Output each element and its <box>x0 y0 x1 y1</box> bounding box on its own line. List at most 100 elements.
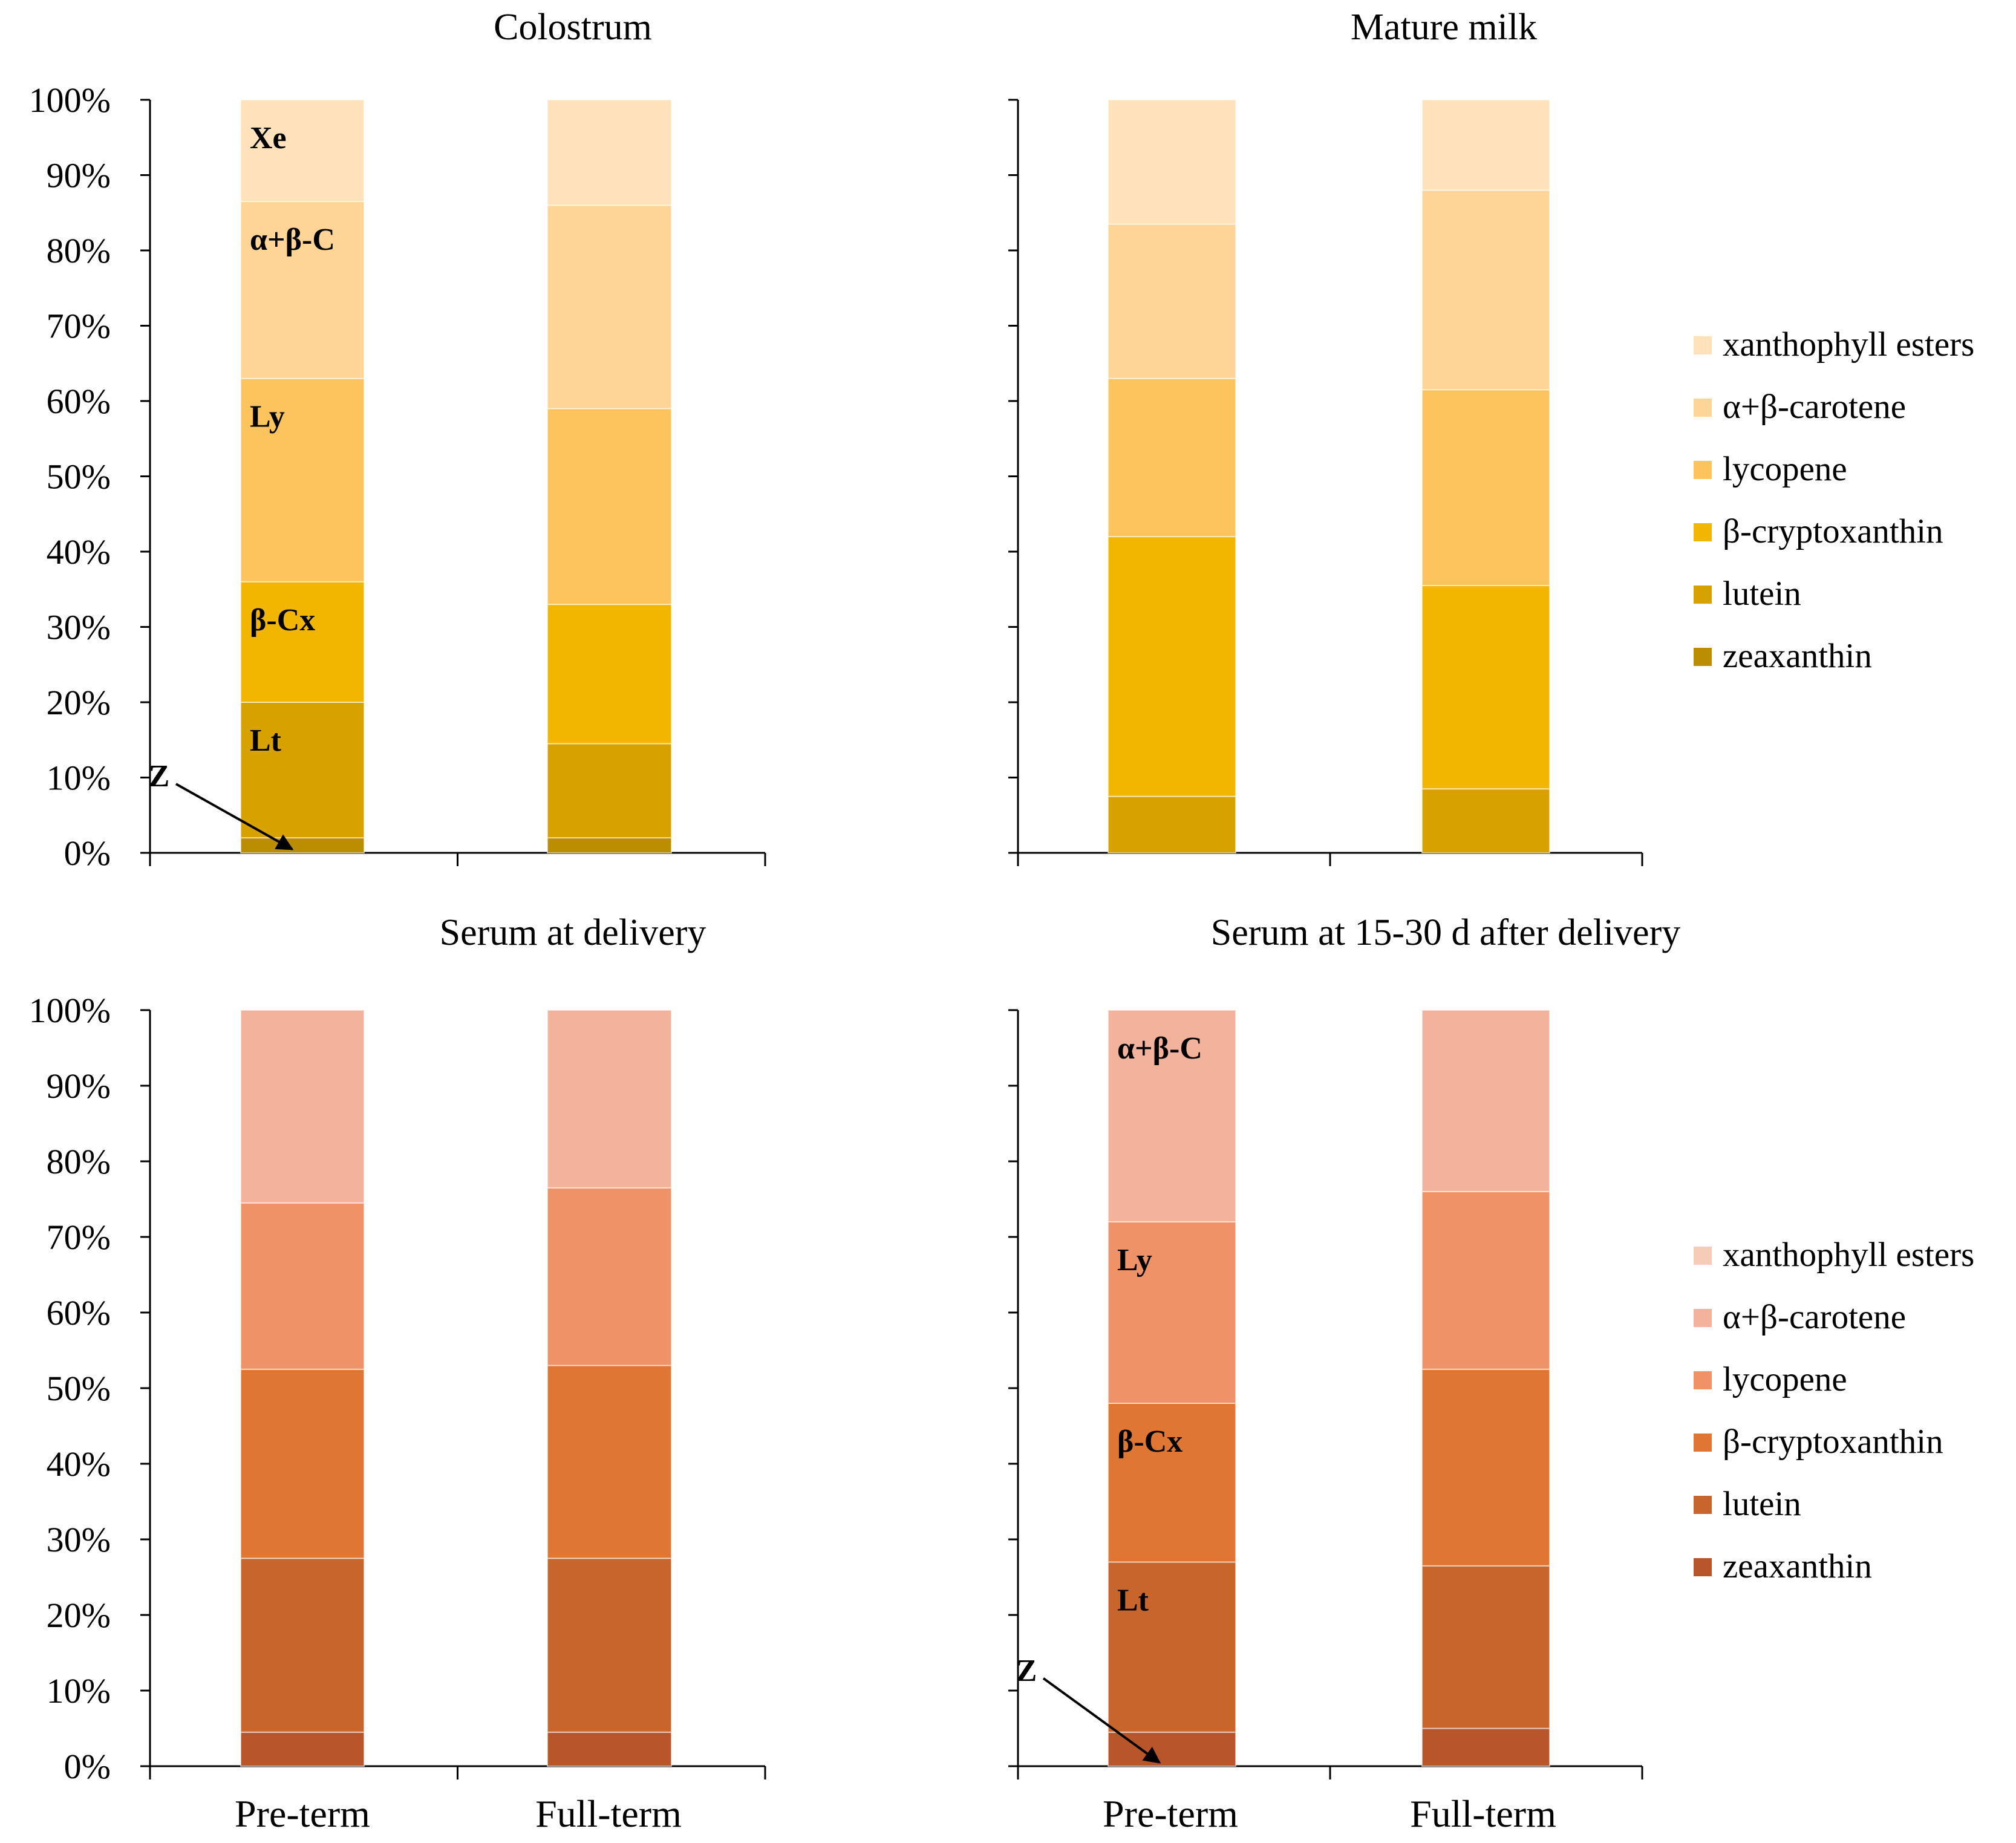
y-tick-label: 60% <box>47 1293 111 1333</box>
category-label-preterm: Pre-term <box>235 1792 370 1835</box>
bar-segment-lutein-pre-term <box>1107 795 1236 853</box>
annotation-label-beta-cryptoxanthin: β-Cx <box>1117 1424 1183 1459</box>
chart-panel-mature-milk <box>1008 99 1643 866</box>
annotation-label-lycopene: Ly <box>1117 1243 1152 1277</box>
legend-serum: xanthophyll esters α+β-carotene lycopene β-… <box>1694 1236 1974 1585</box>
panel-title-serum-15-30d: Serum at 15-30 d after delivery <box>1211 912 1680 953</box>
bar-segment-xanthophyll-esters-pre-term <box>1107 99 1236 225</box>
bar-segment-beta-cryptoxanthin-pre-term <box>240 581 365 703</box>
bar-segment-beta-cryptoxanthin-full-term <box>547 1365 672 1559</box>
bar-segment-lutein-pre-term <box>1107 1561 1236 1733</box>
annotation-label-lutein: Lt <box>250 723 282 758</box>
y-tick-label: 70% <box>47 307 111 346</box>
y-tick-label: 30% <box>47 1520 111 1559</box>
legend-label-alpha-beta-carotene: α+β-carotene <box>1723 388 1906 426</box>
bar-segment-lycopene-full-term <box>1421 389 1550 587</box>
category-label-fullterm: Full-term <box>1410 1792 1556 1835</box>
bar-segment-alpha-beta-carotene-pre-term <box>1107 223 1236 379</box>
bar-segment-alpha-beta-carotene-pre-term <box>1107 1010 1236 1222</box>
legend-swatch-lycopene <box>1694 461 1712 479</box>
annotation-label-alpha-beta-carotene: α+β-C <box>1117 1031 1202 1066</box>
bar-segment-lutein-pre-term <box>240 702 365 839</box>
legend-swatch-xanthophyll-esters <box>1694 1247 1712 1265</box>
y-tick-label: 90% <box>47 156 111 195</box>
y-tick-label: 20% <box>47 683 111 722</box>
legend-swatch-beta-cryptoxanthin <box>1694 1434 1712 1452</box>
legend-swatch-beta-cryptoxanthin <box>1694 523 1712 541</box>
annotation-arrow <box>1042 1677 1161 1764</box>
bar-segment-alpha-beta-carotene-full-term <box>547 204 672 409</box>
y-tick-label: 100% <box>29 991 111 1030</box>
y-tick-label: 0% <box>64 833 111 873</box>
bar-segment-alpha-beta-carotene-pre-term <box>240 1010 365 1204</box>
annotation-label-lycopene: Ly <box>250 400 285 434</box>
legend-label-xanthophyll-esters: xanthophyll esters <box>1723 325 1974 364</box>
y-tick-label: 40% <box>47 1444 111 1484</box>
legend-label-lutein: lutein <box>1723 1485 1801 1523</box>
legend-label-lycopene: lycopene <box>1723 450 1847 488</box>
y-tick-label: 90% <box>47 1066 111 1106</box>
bar-segment-beta-cryptoxanthin-pre-term <box>240 1368 365 1559</box>
chart-panel-serum-15-30d: α+β-C Ly β-Cx Lt Z <box>1008 1009 1643 1779</box>
bar-segment-lycopene-pre-term <box>1107 377 1236 538</box>
y-tick-label: 40% <box>47 532 111 572</box>
y-tick-label: 30% <box>47 608 111 647</box>
bar-segment-alpha-beta-carotene-pre-term <box>240 201 365 379</box>
y-tick-label: 80% <box>47 231 111 270</box>
bar-segment-xanthophyll-esters-pre-term <box>240 99 365 203</box>
bar-segment-beta-cryptoxanthin-full-term <box>1421 1368 1550 1567</box>
legend-label-beta-cryptoxanthin: β-cryptoxanthin <box>1723 512 1943 550</box>
legend-swatch-zeaxanthin <box>1694 1558 1712 1576</box>
chart-panel-serum-at-delivery: 0% 10% 20% 30% 40% 50% 60% 70% 80% 90% 100% <box>29 991 766 1786</box>
bar-segment-zeaxanthin-pre-term <box>1107 1731 1236 1767</box>
legend-label-lutein: lutein <box>1723 575 1801 613</box>
legend-swatch-alpha-beta-carotene <box>1694 399 1712 417</box>
legend-swatch-lycopene <box>1694 1371 1712 1389</box>
y-tick-label: 70% <box>47 1218 111 1257</box>
bar-segment-lycopene-full-term <box>547 408 672 605</box>
bar-segment-alpha-beta-carotene-full-term <box>1421 189 1550 391</box>
bar-segment-lycopene-pre-term <box>240 1202 365 1370</box>
y-tick-label: 10% <box>47 758 111 798</box>
legend-label-alpha-beta-carotene: α+β-carotene <box>1723 1298 1906 1336</box>
y-tick-label: 80% <box>47 1142 111 1181</box>
chart-panel-colostrum: 0% 10% 20% 30% 40% 50% 60% 70% 80% 90% 100% Xe α+β-C… <box>29 80 766 873</box>
legend-label-xanthophyll-esters: xanthophyll esters <box>1723 1236 1974 1274</box>
bar-segment-lycopene-full-term <box>547 1187 672 1366</box>
legend-swatch-lutein <box>1694 1496 1712 1514</box>
bar-segment-lutein-full-term <box>547 1558 672 1733</box>
bar-segment-beta-cryptoxanthin-pre-term <box>1107 1403 1236 1563</box>
annotation-label-lutein: Lt <box>1117 1584 1149 1618</box>
bar-segment-alpha-beta-carotene-full-term <box>1421 1010 1550 1192</box>
legend-label-zeaxanthin: zeaxanthin <box>1723 637 1872 675</box>
bar-segment-lutein-pre-term <box>240 1558 365 1733</box>
annotation-label-xanthophyll-esters: Xe <box>250 121 287 155</box>
bar-segment-lutein-full-term <box>1421 1565 1550 1729</box>
y-tick-label: 0% <box>64 1747 111 1786</box>
legend-swatch-lutein <box>1694 586 1712 604</box>
bar-segment-zeaxanthin-full-term <box>547 1731 672 1767</box>
bar-segment-zeaxanthin-pre-term <box>240 1731 365 1767</box>
bar-segment-xanthophyll-esters-full-term <box>547 99 672 206</box>
panel-title-serum-delivery: Serum at delivery <box>440 912 706 953</box>
bar-segment-beta-cryptoxanthin-full-term <box>1421 585 1550 790</box>
legend-swatch-zeaxanthin <box>1694 648 1712 666</box>
bar-segment-zeaxanthin-pre-term <box>240 837 365 853</box>
annotation-arrow <box>175 783 294 850</box>
y-tick-label: 20% <box>47 1596 111 1635</box>
bar-segment-zeaxanthin-full-term <box>1421 1727 1550 1767</box>
category-label-fullterm: Full-term <box>535 1792 682 1835</box>
annotation-label-z: Z <box>1016 1654 1037 1688</box>
legend-label-beta-cryptoxanthin: β-cryptoxanthin <box>1723 1423 1943 1461</box>
legend-label-lycopene: lycopene <box>1723 1360 1847 1398</box>
bar-segment-alpha-beta-carotene-full-term <box>547 1010 672 1189</box>
panel-title-mature-milk: Mature milk <box>1351 7 1537 48</box>
y-tick-label: 10% <box>47 1671 111 1711</box>
y-tick-label: 100% <box>29 80 111 120</box>
bar-segment-zeaxanthin-full-term <box>547 837 672 853</box>
bar-segment-lutein-full-term <box>1421 788 1550 854</box>
bar-segment-beta-cryptoxanthin-pre-term <box>1107 536 1236 797</box>
category-label-preterm: Pre-term <box>1103 1792 1238 1835</box>
legend-milk: xanthophyll esters α+β-carotene lycopene β-… <box>1694 325 1974 675</box>
bar-segment-lycopene-pre-term <box>1107 1221 1236 1404</box>
